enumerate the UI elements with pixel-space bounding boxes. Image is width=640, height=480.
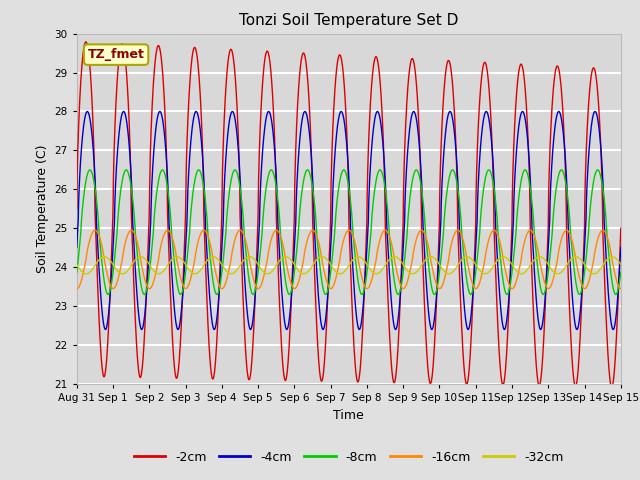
-32cm [167,257,175,263]
-16cm [73,286,81,291]
Line: -2cm: -2cm [77,42,621,387]
-2cm [282,377,289,383]
-32cm [282,254,289,260]
-32cm [73,262,81,267]
-2cm [135,371,143,376]
-2cm [607,379,614,385]
-16cm [581,286,589,291]
Text: TZ_fmet: TZ_fmet [88,48,145,61]
-16cm [305,232,313,238]
-32cm [135,254,143,260]
-32cm [536,254,543,260]
-4cm [617,245,625,251]
-2cm [73,206,81,212]
-8cm [135,265,143,271]
-4cm [135,313,143,319]
-16cm [548,282,556,288]
-4cm [609,326,617,332]
-16cm [282,255,289,261]
-16cm [167,231,175,237]
-4cm [167,258,175,264]
-32cm [548,267,556,273]
-2cm [168,312,175,317]
-8cm [305,169,313,175]
-16cm [617,286,625,291]
-4cm [591,108,599,114]
-8cm [73,269,81,275]
-16cm [607,247,614,253]
-32cm [607,254,614,260]
-32cm [305,268,313,274]
Line: -16cm: -16cm [77,230,621,288]
-16cm [135,246,143,252]
Title: Tonzi Soil Temperature Set D: Tonzi Soil Temperature Set D [239,13,458,28]
-8cm [617,269,625,275]
Y-axis label: Soil Temperature (C): Soil Temperature (C) [36,144,49,273]
-4cm [305,126,313,132]
Line: -4cm: -4cm [77,111,621,329]
-16cm [563,228,570,233]
Legend: -2cm, -4cm, -8cm, -16cm, -32cm: -2cm, -4cm, -8cm, -16cm, -32cm [129,446,568,469]
-8cm [548,234,556,240]
X-axis label: Time: Time [333,408,364,421]
-32cm [554,271,561,276]
Line: -32cm: -32cm [77,257,621,274]
-32cm [617,262,625,267]
-8cm [167,221,175,227]
-4cm [73,245,81,251]
-8cm [282,280,290,286]
-8cm [213,291,221,297]
-2cm [548,110,556,116]
-4cm [548,167,556,173]
-2cm [608,384,616,390]
-2cm [82,39,90,45]
-2cm [617,226,625,231]
-8cm [607,267,614,273]
-8cm [231,167,239,173]
-4cm [607,313,614,319]
Line: -8cm: -8cm [77,170,621,294]
-2cm [305,100,313,106]
-4cm [282,324,289,329]
